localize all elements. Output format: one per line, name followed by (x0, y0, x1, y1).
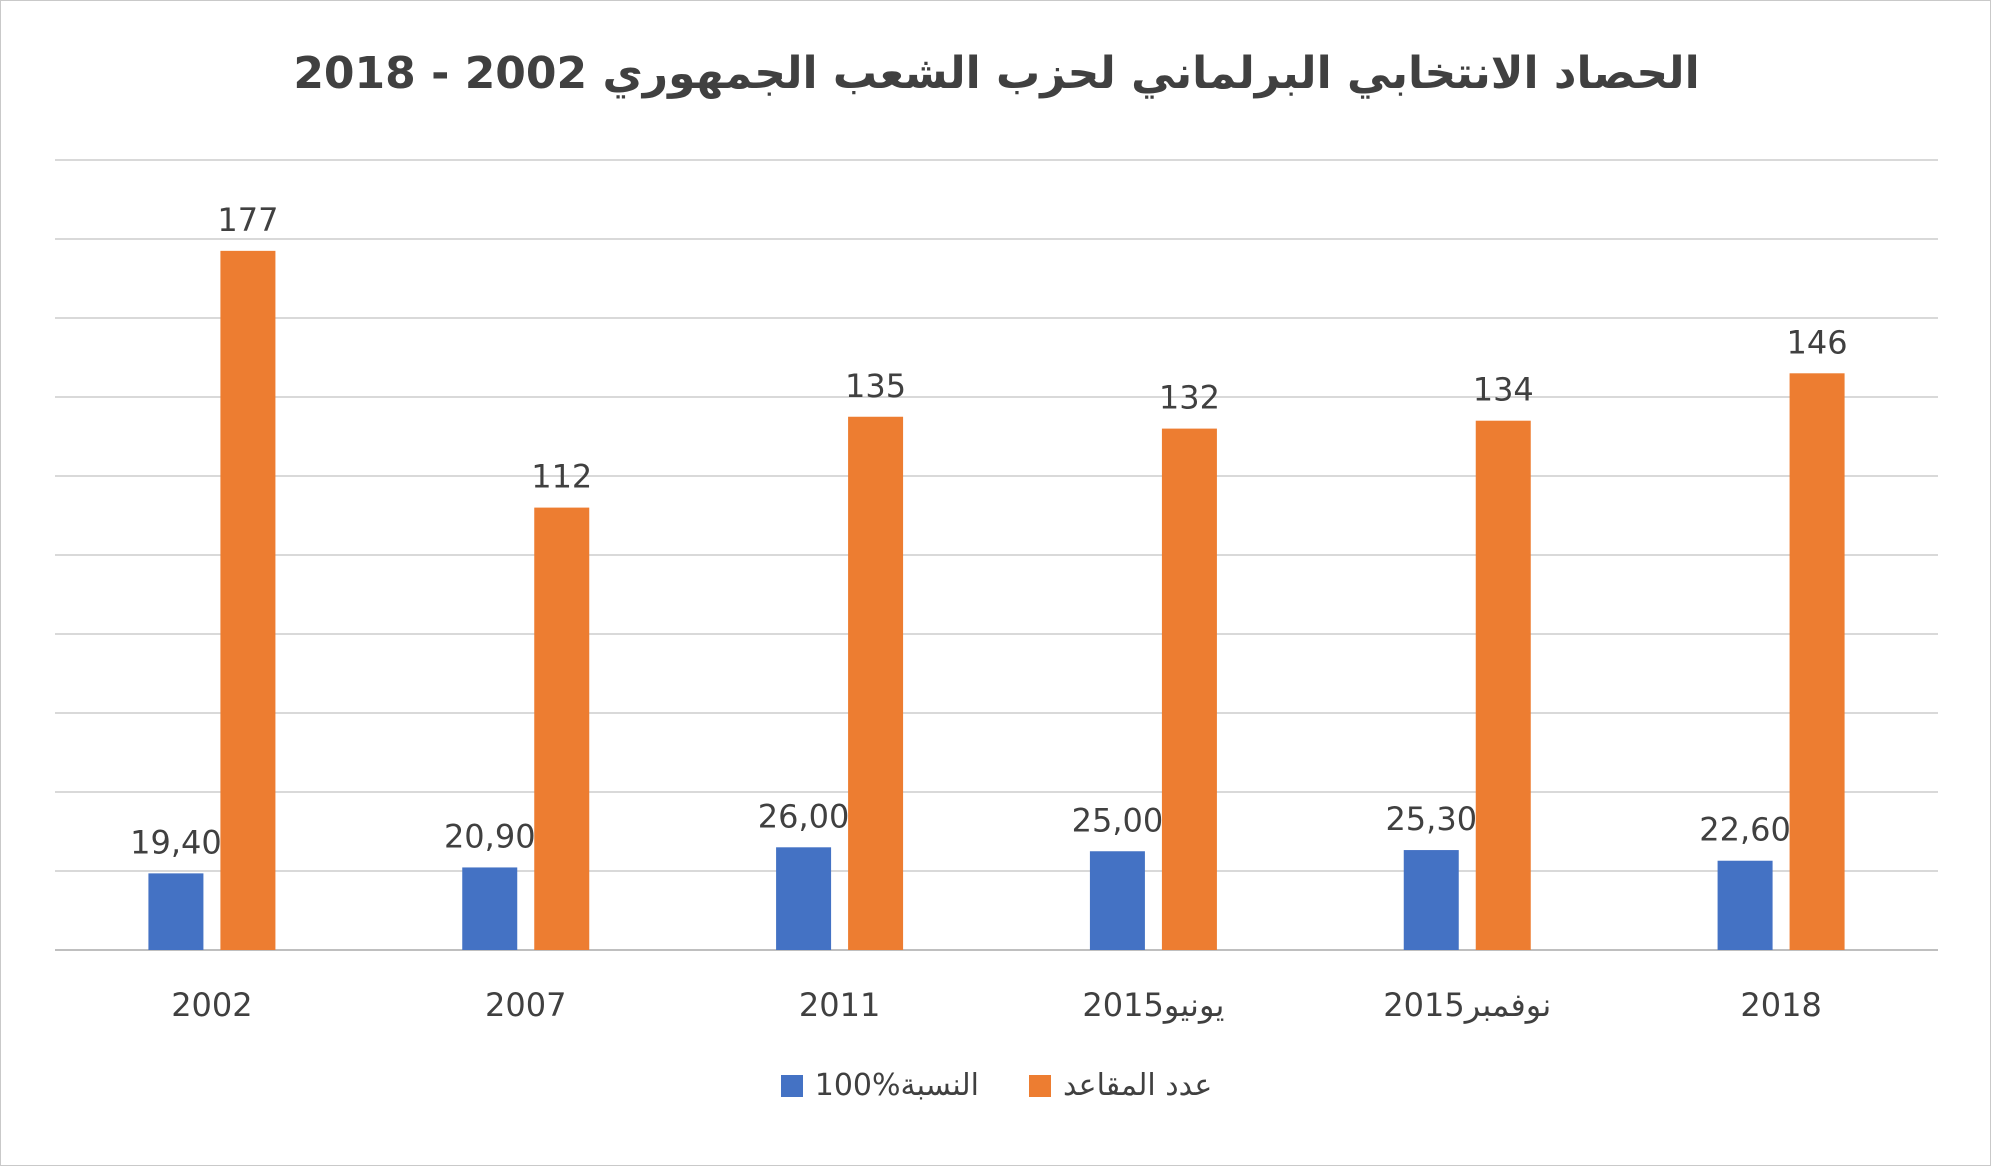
data-label-seats: 132 (1159, 379, 1220, 417)
bar-percentage (776, 847, 832, 950)
legend-item-seats: عدد المقاعد (1028, 1068, 1213, 1103)
legend-item-percentage: النسبة%100 (780, 1068, 979, 1103)
data-label-seats: 112 (531, 458, 592, 496)
x-tick-label: 2002 (171, 986, 252, 1024)
chart-title: الحصاد الانتخابي البرلماني لحزب الشعب ال… (293, 48, 1700, 99)
data-label-percentage: 25,00 (1072, 801, 1164, 839)
bar-seats (220, 250, 276, 951)
bar-percentage (1089, 851, 1145, 950)
data-label-percentage: 20,90 (444, 817, 536, 855)
x-tick-label: نوفمبر2015 (1383, 986, 1551, 1024)
legend-label-seats: عدد المقاعد (1062, 1068, 1213, 1103)
x-tick-label: 2007 (485, 986, 566, 1024)
data-label-percentage: 25,30 (1385, 800, 1477, 838)
data-label-seats: 135 (845, 367, 906, 405)
bar-seats (1789, 373, 1845, 950)
legend-swatch-seats (1028, 1074, 1051, 1097)
x-tick-label: 2011 (799, 986, 880, 1024)
data-label-percentage: 26,00 (758, 797, 850, 835)
bar-percentage (1717, 860, 1773, 950)
data-label-seats: 134 (1473, 371, 1534, 409)
data-label-percentage: 22,60 (1699, 811, 1791, 849)
data-label-seats: 146 (1787, 323, 1848, 361)
x-tick-label: 2018 (1740, 986, 1821, 1024)
bar-percentage (148, 873, 204, 950)
bar-seats (848, 416, 904, 950)
bar-seats (534, 507, 590, 950)
x-tick-label: يونيو2015 (1082, 986, 1224, 1024)
bar-seats (1161, 428, 1217, 951)
legend-label-percentage: النسبة%100 (814, 1068, 979, 1103)
bar-seats (1475, 420, 1531, 950)
data-label-seats: 177 (217, 201, 278, 239)
bar-percentage (1403, 850, 1459, 950)
bar-percentage (462, 867, 518, 950)
legend: النسبة%100 عدد المقاعد (0, 1068, 1993, 1103)
legend-swatch-percentage (780, 1074, 803, 1097)
data-label-percentage: 19,40 (130, 823, 222, 861)
